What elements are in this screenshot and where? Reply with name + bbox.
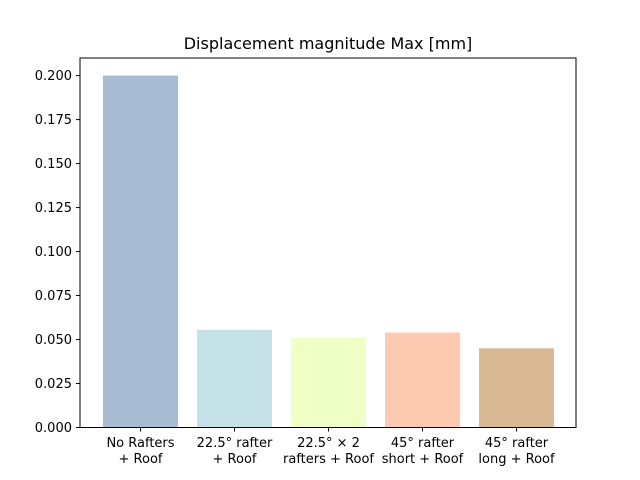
x-tick-label: + Roof bbox=[119, 452, 163, 467]
x-tick-label: 45° rafter bbox=[391, 436, 455, 451]
x-tick-label: long + Roof bbox=[478, 452, 555, 467]
y-tick-label: 0.200 bbox=[35, 69, 72, 84]
y-tick-label: 0.175 bbox=[35, 113, 72, 128]
bars-group bbox=[103, 75, 554, 428]
y-tick-label: 0.000 bbox=[35, 421, 72, 436]
bar-5 bbox=[479, 348, 554, 428]
chart-title: Displacement magnitude Max [mm] bbox=[184, 34, 473, 53]
bar-4 bbox=[385, 332, 460, 428]
bar-3 bbox=[291, 337, 366, 428]
x-tick-label: 22.5° rafter bbox=[197, 436, 273, 451]
x-tick-label: 22.5° × 2 bbox=[297, 436, 360, 451]
bar-1 bbox=[103, 75, 178, 428]
plot-frame bbox=[79, 57, 577, 428]
y-axis: 0.000 0.025 0.050 0.075 0.100 0.125 0.150 0.175… bbox=[35, 69, 80, 436]
x-tick-label: short + Roof bbox=[382, 452, 464, 467]
x-tick-label: rafters + Roof bbox=[283, 452, 374, 467]
y-tick-label: 0.050 bbox=[35, 333, 72, 348]
x-tick-label: + Roof bbox=[213, 452, 257, 467]
y-tick-label: 0.025 bbox=[35, 377, 72, 392]
x-tick-label: 45° rafter bbox=[485, 436, 549, 451]
bar-2 bbox=[197, 329, 272, 428]
y-tick-label: 0.150 bbox=[35, 157, 72, 172]
y-tick-label: 0.100 bbox=[35, 245, 72, 260]
y-tick-label: 0.075 bbox=[35, 289, 72, 304]
y-tick-label: 0.125 bbox=[35, 201, 72, 216]
x-tick-label: No Rafters bbox=[106, 436, 174, 451]
